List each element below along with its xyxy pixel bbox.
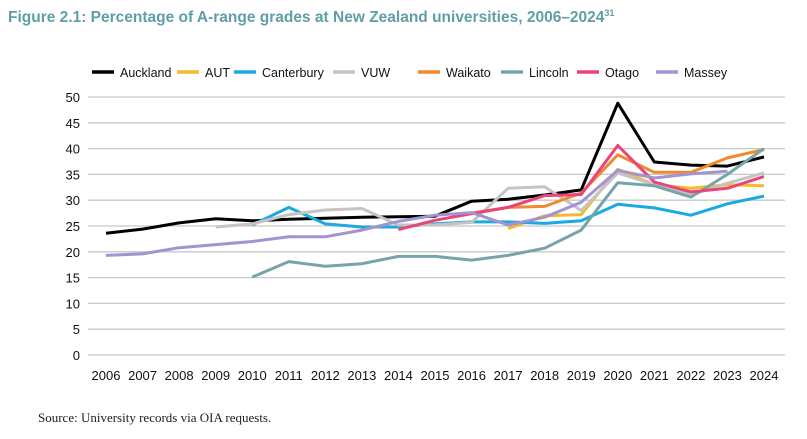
x-tick-label: 2020 xyxy=(603,368,632,383)
series-line-waikato xyxy=(471,148,765,215)
series-line-lincoln xyxy=(251,147,765,279)
x-tick-label: 2024 xyxy=(750,368,779,383)
x-tick-label: 2009 xyxy=(201,368,230,383)
y-tick-label: 25 xyxy=(66,219,80,234)
x-tick-label: 2021 xyxy=(640,368,669,383)
series-line-vuw xyxy=(215,171,765,229)
series-line-otago xyxy=(398,144,765,232)
y-tick-label: 35 xyxy=(66,167,80,182)
legend-label: VUW xyxy=(361,66,390,80)
y-tick-label: 10 xyxy=(66,296,80,311)
y-tick-label: 0 xyxy=(73,348,80,363)
legend-label: Otago xyxy=(605,66,639,80)
line-chart: 0 5 10 15 20 25 30 35 40 45 50 2006 2007 2008 2009 2010… xyxy=(66,66,785,383)
legend-label: Auckland xyxy=(120,66,171,80)
x-tick-label: 2007 xyxy=(128,368,157,383)
y-tick-label: 50 xyxy=(66,90,80,105)
legend-label: Lincoln xyxy=(529,66,569,80)
legend-label: Massey xyxy=(684,66,728,80)
y-tick-label: 20 xyxy=(66,245,80,260)
y-tick-label: 5 xyxy=(73,322,80,337)
x-tick-label: 2008 xyxy=(165,368,194,383)
x-tick-label: 2011 xyxy=(275,368,303,383)
title-footnote: 31 xyxy=(604,8,615,18)
y-tick-label: 15 xyxy=(66,271,80,286)
x-tick-label: 2014 xyxy=(384,368,413,383)
x-tick-label: 2019 xyxy=(567,368,596,383)
legend-label: Canterbury xyxy=(262,66,325,80)
series-line-canterbury xyxy=(251,194,765,229)
legend-label: Waikato xyxy=(446,66,491,80)
y-tick-label: 45 xyxy=(66,116,80,131)
y-tick-label: 30 xyxy=(66,193,80,208)
title-text: Figure 2.1: Percentage of A-range grades… xyxy=(8,9,605,27)
x-tick-label: 2006 xyxy=(92,368,121,383)
x-tick-label: 2018 xyxy=(530,368,559,383)
x-tick-label: 2013 xyxy=(347,368,376,383)
series-line-massey xyxy=(105,168,728,257)
legend-label: AUT xyxy=(205,66,230,80)
x-tick-label: 2016 xyxy=(457,368,486,383)
x-tick-label: 2010 xyxy=(238,368,267,383)
figure-title: Figure 2.1: Percentage of A-range grades… xyxy=(8,8,614,27)
x-tick-label: 2015 xyxy=(421,368,450,383)
y-tick-label: 40 xyxy=(66,142,80,157)
source-note: Source: University records via OIA reque… xyxy=(38,410,272,425)
x-tick-label: 2022 xyxy=(676,368,705,383)
x-tick-label: 2012 xyxy=(311,368,340,383)
x-tick-label: 2017 xyxy=(494,368,523,383)
x-tick-label: 2023 xyxy=(713,368,742,383)
